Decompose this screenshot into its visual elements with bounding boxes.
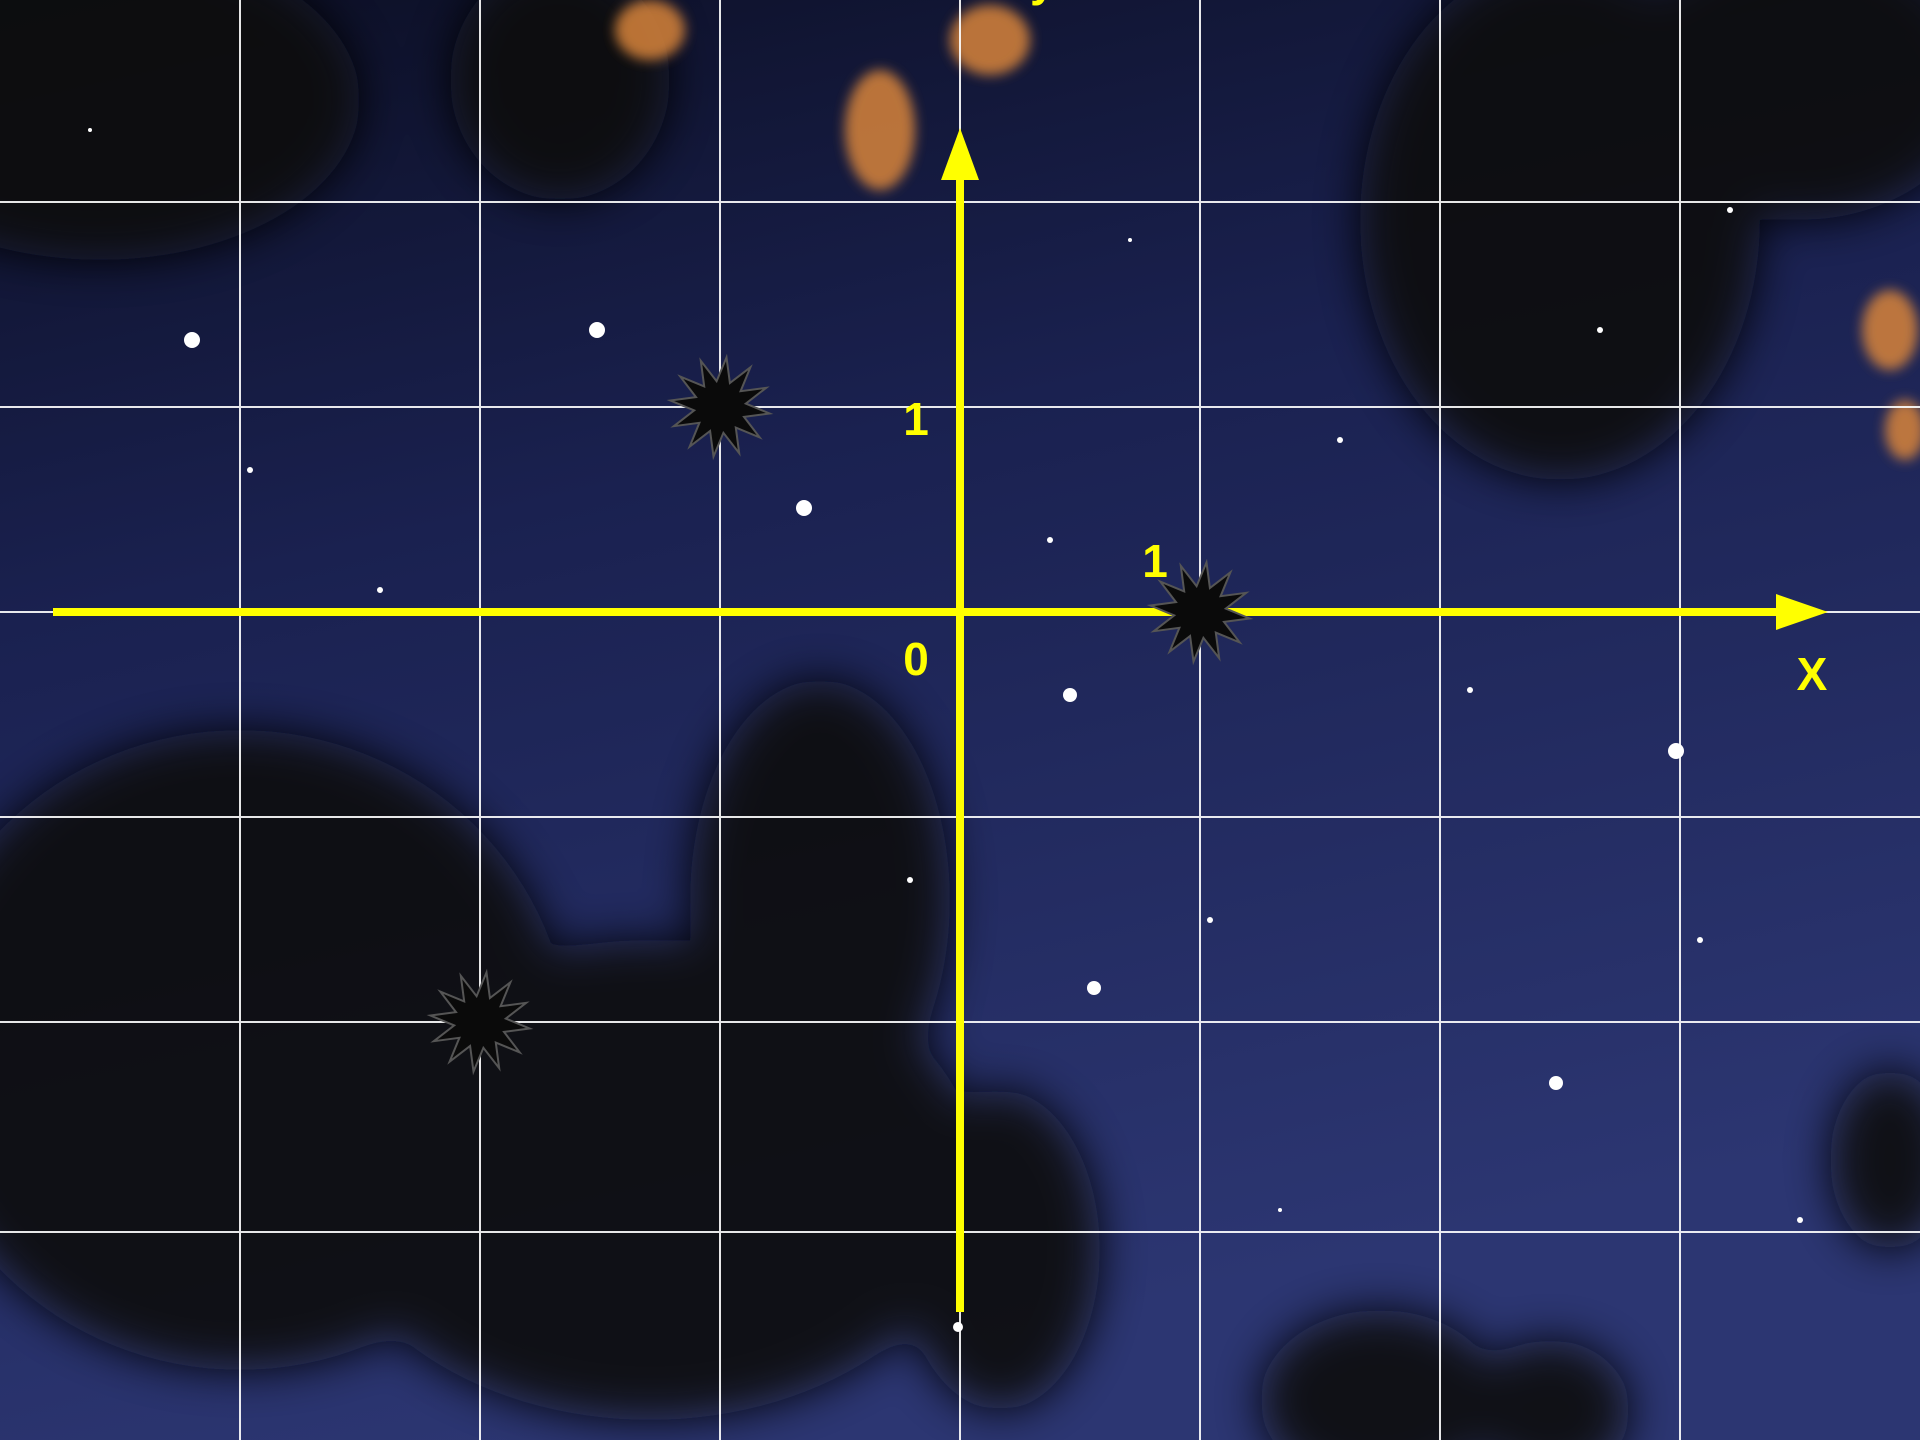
x-unit-label: 1 <box>1142 535 1168 587</box>
star-point <box>1146 558 1254 666</box>
axes <box>53 128 1828 1312</box>
y-axis-label: y <box>1030 0 1056 6</box>
x-axis-label: X <box>1797 648 1828 700</box>
y-arrow <box>941 128 979 180</box>
star-point <box>666 353 774 461</box>
x-arrow <box>1776 594 1828 630</box>
star-point <box>426 968 534 1076</box>
origin-label: 0 <box>903 633 929 685</box>
y-unit-label: 1 <box>903 393 929 445</box>
